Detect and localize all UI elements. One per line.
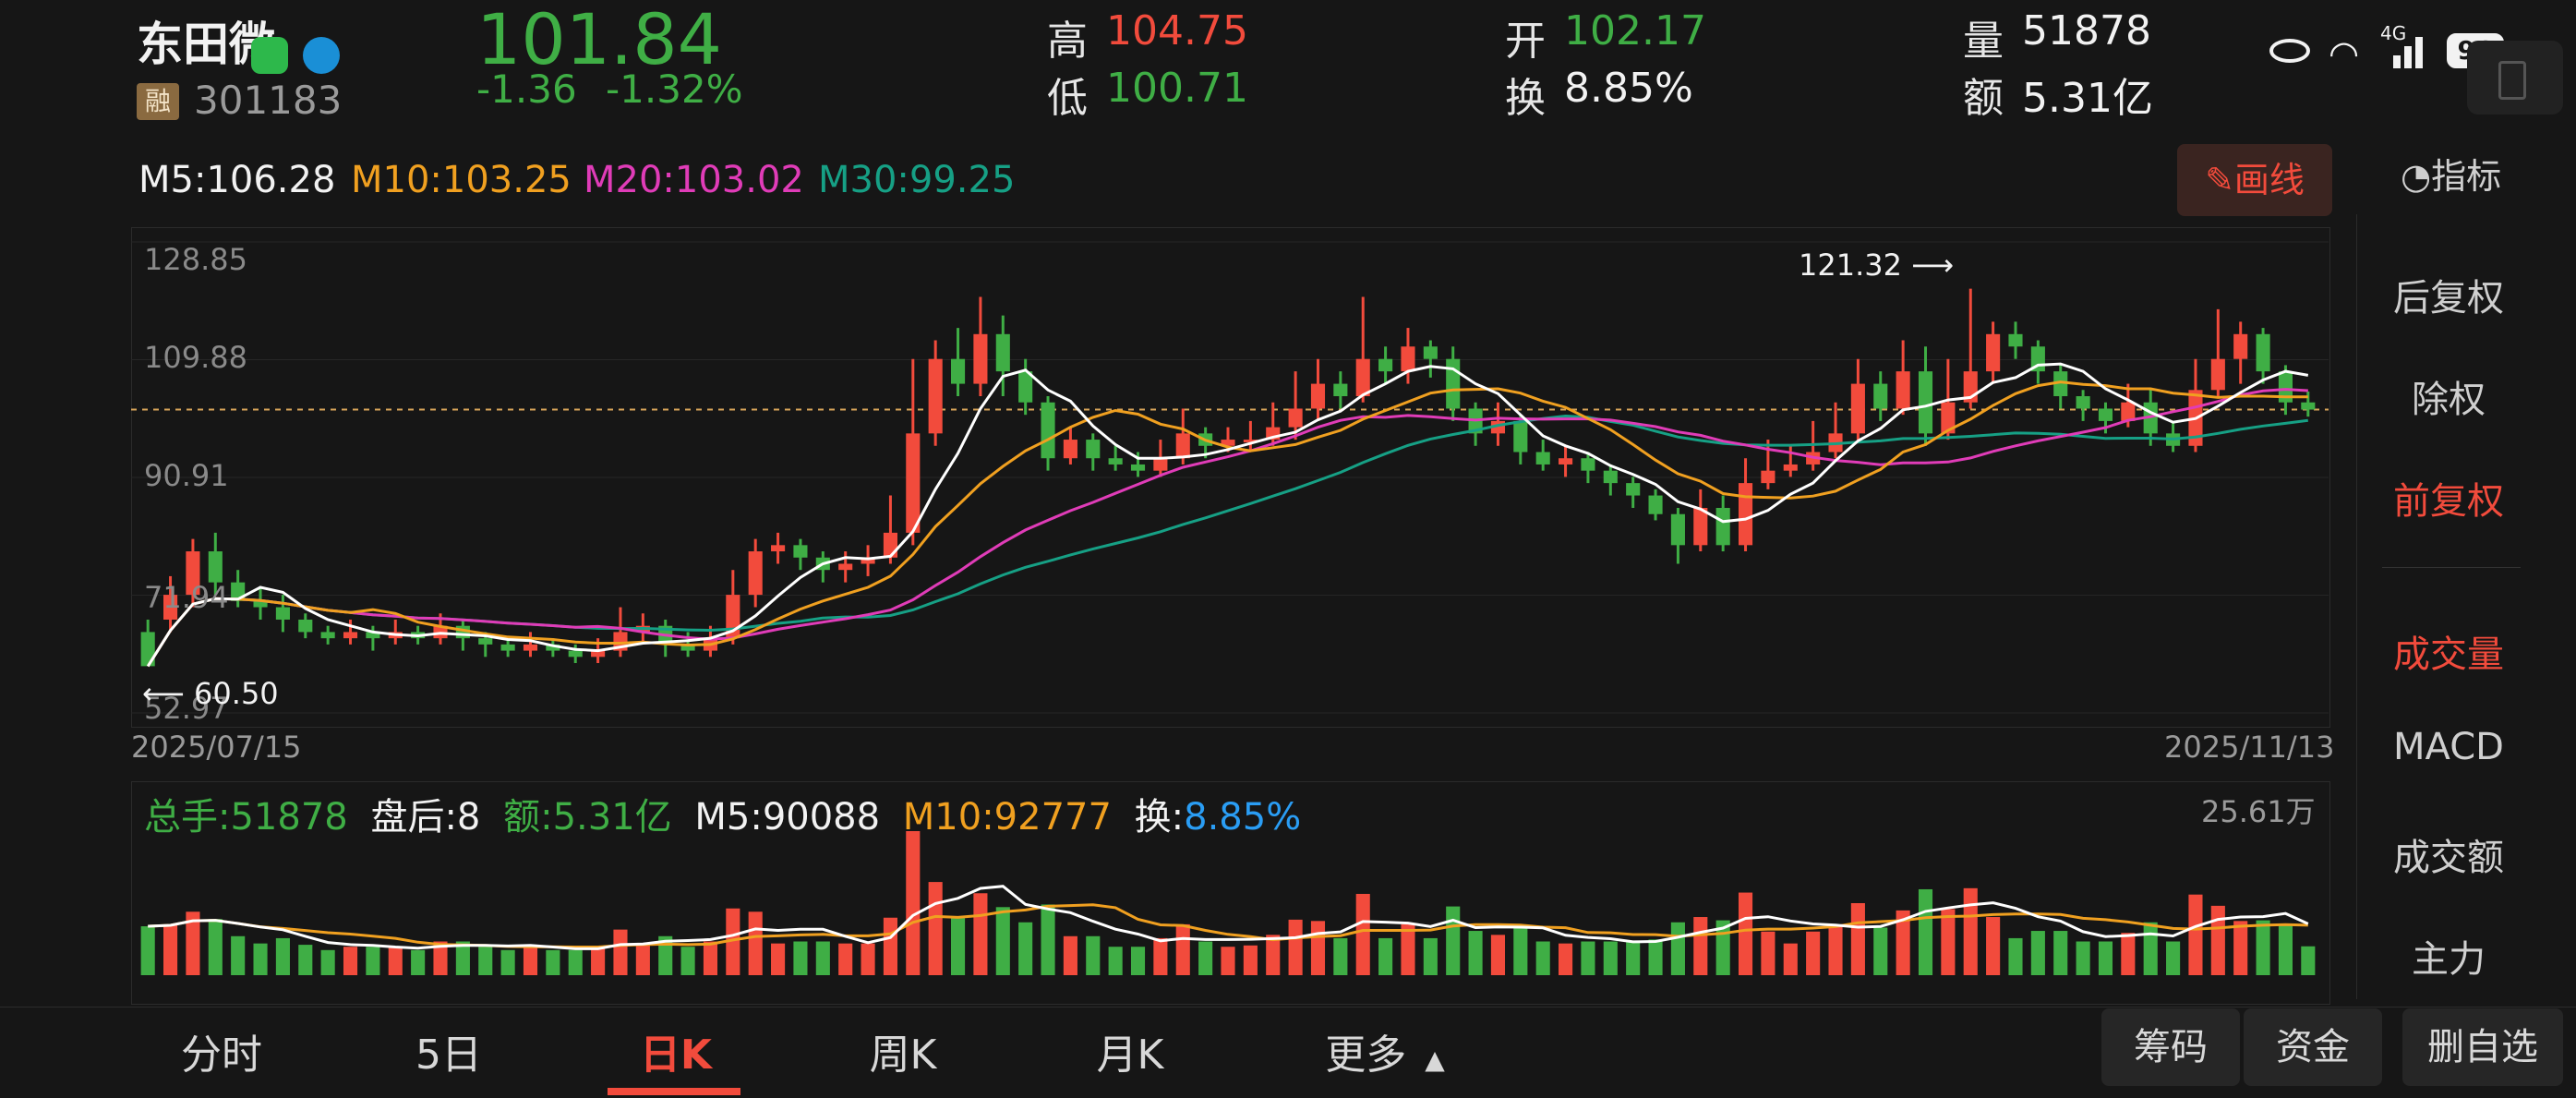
sidebar-item-post-adjust[interactable]: 后复权 [2393,277,2504,320]
arrow-left-icon: ⟵ [142,676,195,711]
price-axis-label: 71.94 [144,580,229,615]
triangle-up-icon: ▲ [1425,1044,1445,1075]
price-axis-label: 90.91 [144,458,229,493]
volume-max: 25.61万 [2201,794,2316,829]
tab-intraday[interactable]: 分时 [181,1032,262,1079]
chips-button[interactable]: 筹码 [2101,1008,2240,1086]
sidebar-item-ex-right[interactable]: 除权 [2412,379,2486,421]
price-change: -1.36 [476,66,577,112]
volume-panel[interactable] [131,781,2330,1005]
date-end: 2025/11/13 [2164,730,2335,765]
open-value: 102.17 [1564,7,1706,54]
date-start: 2025/07/15 [131,730,302,765]
ma30-legend: M30:99.25 [818,159,1016,201]
rotate-icon [2498,61,2526,100]
ma20-legend: M20:103.02 [584,159,804,201]
sidebar-item-macd[interactable]: MACD [2393,726,2504,768]
kline-panel[interactable] [131,227,2330,728]
signal-icon: 4G [2380,22,2428,68]
margin-badge: 融 [137,83,179,120]
turnover-label: 换 [1505,75,1546,122]
draw-line-button[interactable]: ✎画线 [2177,144,2332,216]
sidebar-item-volume[interactable]: 成交量 [2393,633,2504,676]
ma10-legend: M10:103.25 [351,159,572,201]
bottom-tabbar [0,1007,2576,1098]
price-change-pct: -1.32% [606,66,743,112]
turnover-value: 8.85% [1564,65,1693,112]
arrow-right-icon: ⟶ [1901,247,1955,283]
sidebar-item-amount[interactable]: 成交额 [2393,837,2504,879]
network-type: 4G [2380,22,2407,44]
landscape-toggle[interactable] [2467,41,2563,115]
sidebar-divider [2382,567,2521,568]
amount-value: 5.31亿 [2022,75,2153,122]
gauge-icon: ◔ [2401,156,2432,197]
low-price-annotation: ⟵ 60.50 [142,676,279,711]
tab-5day[interactable]: 5日 [415,1032,482,1079]
volume-label: 量 [1963,18,2004,65]
current-price: 101.84 [476,0,722,80]
amount-label: 额 [1963,75,2004,122]
sidebar-item-pre-adjust[interactable]: 前复权 [2393,480,2504,523]
low-value: 100.71 [1106,65,1248,112]
tab-daily-k[interactable]: 日K [639,1032,713,1079]
stock-code: 301183 [194,78,343,123]
high-value: 104.75 [1106,7,1248,54]
high-label: 高 [1047,18,1088,65]
open-label: 开 [1505,18,1546,65]
tab-weekly-k[interactable]: 周K [869,1032,937,1079]
price-axis-label: 52.97 [144,691,229,726]
volume-value: 51878 [2022,7,2151,54]
funds-button[interactable]: 资金 [2244,1008,2382,1086]
ma5-legend: M5:106.28 [138,159,336,201]
wechat-icon[interactable] [251,37,288,74]
globe-icon[interactable] [303,37,340,74]
remove-watchlist-button[interactable]: 删自选 [2402,1008,2563,1086]
volume-legend: 总手:51878 盘后:8 额:5.31亿 M5:90088 M10:92777… [144,796,1302,839]
high-price-annotation: 121.32 ⟶ [1799,247,1955,283]
right-sidebar [2356,214,2542,999]
price-axis-label: 128.85 [144,242,247,277]
tab-active-indicator [608,1088,740,1095]
eye-icon [2269,39,2310,63]
tab-monthly-k[interactable]: 月K [1096,1032,1164,1079]
pencil-icon: ✎ [2205,160,2234,200]
wifi-icon: ◠ [2329,33,2360,74]
tab-more[interactable]: 更多 ▲ [1325,1032,1445,1079]
sidebar-item-main-force[interactable]: 主力 [2412,938,2486,981]
low-label: 低 [1047,75,1088,122]
indicator-button[interactable]: ◔指标 [2401,156,2502,197]
price-axis-label: 109.88 [144,340,247,375]
